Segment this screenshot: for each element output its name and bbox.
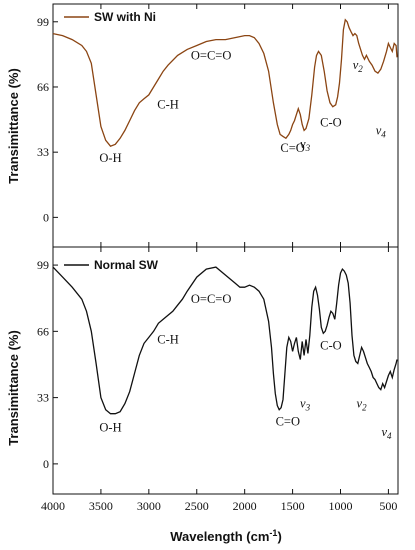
- annotation-label: v3: [300, 397, 311, 413]
- series-line-sw-with-ni: [52, 18, 398, 147]
- annotation-label: C-O: [320, 115, 342, 129]
- annotation-label: O-H: [99, 151, 121, 165]
- annotation-label: v2: [357, 397, 368, 413]
- annotations-bottom: O=C=O C-H O-H C=Ov3 C-O v2 v4: [99, 292, 392, 441]
- y-tick-label: 99: [37, 15, 49, 29]
- x-tick-label: 3500: [89, 499, 113, 513]
- y-tick-label: 33: [37, 145, 49, 159]
- annotation-label: O=C=O: [191, 292, 232, 306]
- legend-bottom: Normal SW: [64, 258, 159, 272]
- y-axis-title-bottom: Transimittance (%): [6, 330, 21, 446]
- annotations-top: O=C=O C-H O-H C=Ov3 C-O v2 v4: [99, 48, 386, 165]
- annotation-label: v3: [300, 137, 311, 153]
- annotation-label: C-H: [157, 98, 179, 112]
- y-axis-title-top: Transimittance (%): [6, 68, 21, 184]
- annotation-label: v4: [376, 123, 387, 139]
- x-tick-label: 2500: [185, 499, 209, 513]
- x-axis-title: Wavelength (cm-1): [170, 528, 282, 544]
- x-tick-label: 4000: [41, 499, 65, 513]
- legend-label-normal-sw: Normal SW: [94, 258, 159, 272]
- y-tick-label: 66: [37, 80, 49, 94]
- annotation-label: C=O: [276, 415, 300, 429]
- annotation-label: v2: [353, 58, 364, 74]
- annotation-label: C=O: [280, 141, 304, 155]
- top-ticks: 0 33 66 99: [37, 4, 389, 247]
- bottom-ticks: 0 33 66 99 4000 3500 3000 2500 2000 1500 1000 500: [37, 247, 397, 513]
- y-tick-label: 0: [43, 457, 49, 471]
- x-tick-label: 2000: [233, 499, 257, 513]
- plot-frame-bottom: [52, 246, 399, 495]
- plot-frame-top: [52, 3, 399, 248]
- y-tick-label: 33: [37, 391, 49, 405]
- x-tick-label: 3000: [137, 499, 161, 513]
- x-tick-label: 1000: [329, 499, 353, 513]
- annotation-label: O=C=O: [191, 48, 232, 62]
- annotation-label: v4: [381, 425, 392, 441]
- legend-top: SW with Ni: [64, 10, 156, 24]
- y-tick-label: 99: [37, 258, 49, 272]
- panel-sw-with-ni: 0 33 66 99 SW with Ni O=C=O C-H O-H C=Ov3 C-O v2…: [37, 3, 399, 248]
- annotation-label: C-O: [320, 338, 342, 352]
- x-tick-label: 500: [379, 499, 397, 513]
- legend-label-sw-with-ni: SW with Ni: [94, 10, 156, 24]
- annotation-label: O-H: [99, 421, 121, 435]
- annotation-label: C-H: [157, 332, 179, 346]
- x-tick-label: 1500: [281, 499, 305, 513]
- y-tick-label: 66: [37, 324, 49, 338]
- y-tick-label: 0: [43, 210, 49, 224]
- panel-normal-sw: 0 33 66 99 4000 3500 3000 2500 2000 1500 1000 500 N…: [37, 246, 399, 513]
- series-line-normal-sw: [52, 266, 398, 415]
